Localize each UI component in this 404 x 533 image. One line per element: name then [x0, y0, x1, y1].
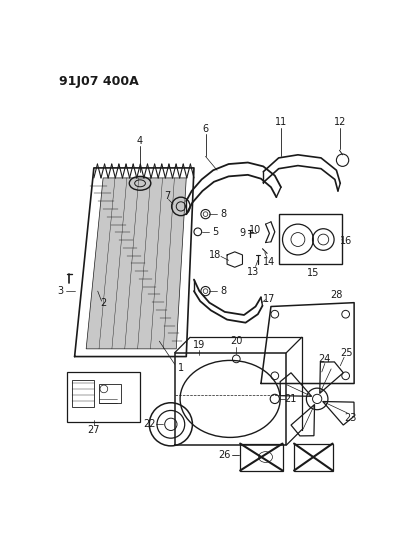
Text: 19: 19 [193, 340, 206, 350]
Text: 1: 1 [178, 363, 184, 373]
Text: 11: 11 [275, 117, 287, 127]
Text: 9: 9 [240, 228, 246, 238]
Text: 8: 8 [220, 209, 226, 219]
Text: 12: 12 [334, 117, 347, 127]
Text: 2: 2 [101, 297, 107, 308]
Text: 16: 16 [339, 236, 352, 246]
Text: 10: 10 [249, 224, 262, 235]
Text: 7: 7 [164, 191, 170, 201]
Bar [99, 384, 121, 403]
Text: 3: 3 [58, 286, 64, 296]
Text: 5: 5 [213, 227, 219, 237]
Text: 26: 26 [219, 450, 231, 460]
Text: 6: 6 [202, 124, 208, 134]
Bar [67, 372, 140, 422]
Text: 18: 18 [208, 250, 221, 260]
Text: 28: 28 [330, 290, 343, 300]
Bar [294, 443, 332, 471]
Text: 23: 23 [344, 413, 356, 423]
Text: 17: 17 [263, 294, 276, 304]
Text: 21: 21 [284, 394, 297, 404]
Text: 25: 25 [340, 348, 353, 358]
Bar [72, 379, 94, 407]
Bar [240, 443, 282, 471]
Text: 20: 20 [230, 336, 242, 346]
Text: 14: 14 [263, 257, 276, 267]
Polygon shape [86, 178, 186, 349]
Text: 22: 22 [143, 419, 156, 429]
Text: 24: 24 [319, 354, 331, 364]
Text: 4: 4 [137, 136, 143, 146]
Text: 27: 27 [88, 425, 100, 435]
Text: 91J07 400A: 91J07 400A [59, 75, 139, 88]
Text: 8: 8 [220, 286, 226, 296]
Text: 13: 13 [247, 267, 259, 277]
Bar [279, 214, 342, 264]
Text: 15: 15 [307, 269, 320, 278]
